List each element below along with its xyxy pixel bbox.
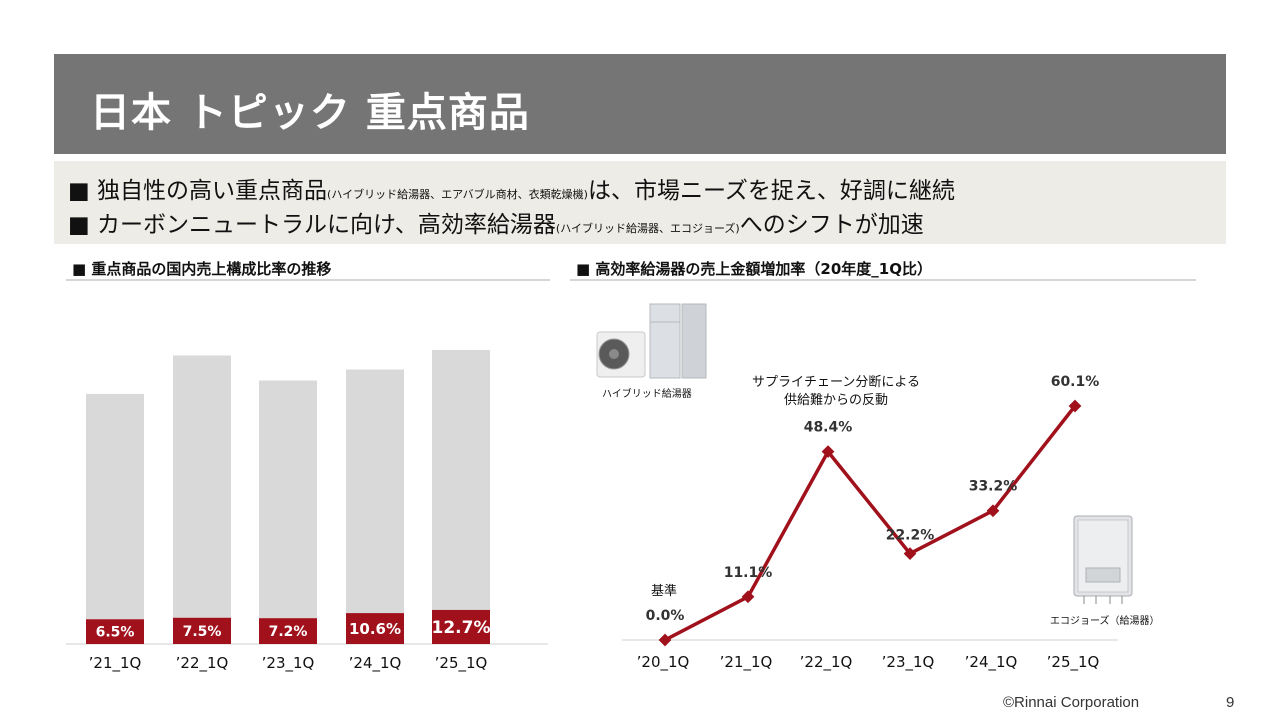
line-x-tick-3: ’22_1Q bbox=[800, 653, 853, 672]
bar-x-tick-4: ’24_1Q bbox=[349, 654, 402, 673]
summary-line-2-small: (ハイブリッド給湯器、エコジョーズ) bbox=[555, 222, 740, 235]
line-point-label-3: 48.4% bbox=[804, 420, 853, 436]
bar-total-4 bbox=[346, 369, 404, 614]
left-panel-title: ■ 重点商品の国内売上構成比率の推移 bbox=[72, 260, 332, 278]
title-bar: 日本 トピック 重点商品 bbox=[54, 54, 1226, 154]
line-x-tick-1: ’20_1Q bbox=[637, 653, 690, 672]
bar-x-tick-1: ’21_1Q bbox=[89, 654, 142, 673]
bar-label-5: 12.7% bbox=[432, 618, 491, 638]
page-title: 日本 トピック 重点商品 bbox=[90, 90, 530, 136]
line-point-5 bbox=[986, 504, 1000, 518]
annotation-line-1: サプライチェーン分断による bbox=[752, 375, 920, 390]
page-number: 9 bbox=[1226, 694, 1235, 711]
summary-line-2-end: へのシフトが加速 bbox=[739, 212, 924, 238]
baseline-label: 基準 bbox=[651, 583, 677, 599]
left-panel-rule bbox=[66, 279, 550, 281]
line-point-label-2: 11.1% bbox=[724, 565, 773, 581]
hybrid-heater-caption: ハイブリッド給湯器 bbox=[602, 387, 692, 400]
bar-focus-1 bbox=[86, 619, 144, 644]
bar-x-tick-5: ’25_1Q bbox=[435, 654, 488, 673]
bar-x-tick-3: ’23_1Q bbox=[262, 654, 315, 673]
summary-line-1-small: (ハイブリッド給湯器、エアバブル商材、衣類乾燥機) bbox=[327, 188, 588, 201]
bar-label-3: 7.2% bbox=[269, 624, 308, 640]
line-x-tick-5: ’24_1Q bbox=[965, 653, 1018, 672]
bar-focus-2 bbox=[173, 617, 231, 644]
series-line bbox=[664, 404, 1077, 642]
bar-label-2: 7.5% bbox=[183, 624, 222, 640]
bar-total-3 bbox=[259, 380, 317, 619]
summary-line-1: ■ 独自性の高い重点商品(ハイブリッド給湯器、エアバブル商材、衣類乾燥機)は、市… bbox=[68, 171, 955, 205]
hybrid-heater-image bbox=[596, 303, 707, 379]
right-panel-title: ■ 高効率給湯器の売上金額増加率（20年度_1Q比） bbox=[576, 260, 932, 278]
summary-line-1-main: ■ 独自性の高い重点商品 bbox=[68, 178, 328, 204]
line-point-2 bbox=[741, 590, 755, 604]
line-point-4 bbox=[903, 547, 917, 560]
bar-label-1: 6.5% bbox=[96, 625, 135, 641]
bar-total-5 bbox=[432, 349, 490, 610]
bar-label-4: 10.6% bbox=[349, 620, 401, 638]
bar-focus-3 bbox=[259, 618, 317, 644]
summary-line-2: ■ カーボンニュートラルに向け、高効率給湯器(ハイブリッド給湯器、エコジョーズ)… bbox=[68, 205, 924, 239]
bar-x-tick-2: ’22_1Q bbox=[176, 654, 229, 673]
line-point-1 bbox=[658, 633, 672, 647]
line-point-3 bbox=[821, 445, 835, 458]
line-x-tick-2: ’21_1Q bbox=[720, 653, 773, 672]
bar-total-1 bbox=[86, 393, 144, 620]
right-panel-rule bbox=[570, 279, 1196, 281]
summary-line-1-end: は、市場ニーズを捉え、好調に継続 bbox=[587, 178, 955, 204]
summary-line-2-main: ■ カーボンニュートラルに向け、高効率給湯器 bbox=[68, 212, 556, 238]
line-point-label-5: 33.2% bbox=[969, 479, 1018, 495]
line-x-tick-4: ’23_1Q bbox=[882, 653, 935, 672]
bar-focus-4 bbox=[346, 613, 404, 644]
bar-focus-5 bbox=[432, 609, 490, 644]
summary-box: ■ 独自性の高い重点商品(ハイブリッド給湯器、エアバブル商材、衣類乾燥機)は、市… bbox=[54, 161, 1226, 244]
ecojozu-heater-image bbox=[1073, 515, 1133, 604]
bar-total-2 bbox=[173, 355, 231, 618]
line-x-tick-6: ’25_1Q bbox=[1047, 653, 1100, 672]
line-point-label-4: 22.2% bbox=[886, 528, 935, 544]
footer-copyright: ©Rinnai Corporation bbox=[1003, 694, 1140, 711]
line-point-label-1: 0.0% bbox=[646, 608, 685, 624]
ecojozu-heater-caption: エコジョーズ（給湯器） bbox=[1050, 614, 1160, 627]
line-point-label-6: 60.1% bbox=[1051, 374, 1100, 390]
annotation-line-2: 供給難からの反動 bbox=[784, 393, 888, 408]
